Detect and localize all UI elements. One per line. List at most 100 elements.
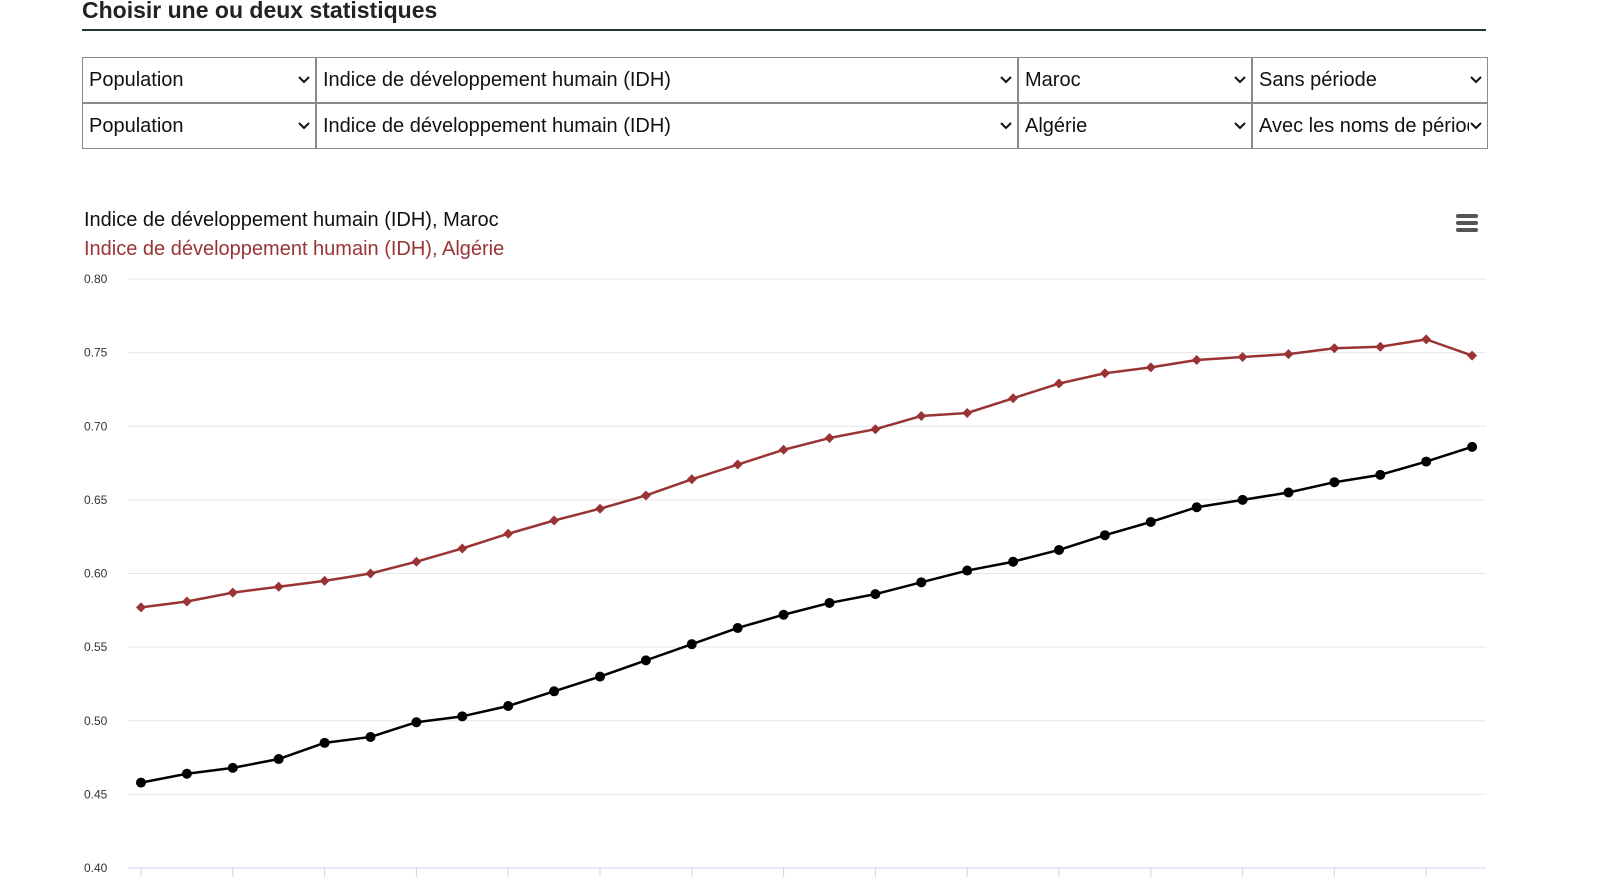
- data-point-algerie: [136, 602, 146, 613]
- indicator-select-1[interactable]: Indice de développement humain (IDH): [316, 57, 1018, 103]
- y-tick-label: 0.75: [84, 346, 108, 360]
- y-tick-label: 0.65: [84, 493, 108, 507]
- chevron-down-icon: [297, 70, 311, 90]
- data-point-algerie: [1237, 352, 1248, 363]
- hamburger-menu-icon: [1456, 214, 1478, 218]
- data-point-maroc: [778, 609, 789, 620]
- selector-row-2: Population Indice de développement humai…: [82, 103, 1488, 149]
- data-point-algerie: [640, 490, 651, 501]
- data-point-algerie: [503, 528, 514, 539]
- data-point-algerie: [686, 474, 697, 485]
- data-point-maroc: [319, 737, 330, 748]
- page-title: Choisir une ou deux statistiques: [82, 0, 438, 23]
- series-line-algerie: [140, 338, 1473, 609]
- y-tick-label: 0.40: [84, 861, 108, 875]
- data-point-algerie: [181, 596, 192, 607]
- data-point-maroc: [1054, 544, 1064, 555]
- data-point-maroc: [1145, 516, 1156, 527]
- country-select-1[interactable]: Maroc: [1018, 57, 1252, 103]
- data-point-maroc: [640, 655, 651, 666]
- data-point-algerie: [1467, 350, 1478, 361]
- category-select-2-value: Population: [89, 114, 184, 137]
- data-point-algerie: [549, 515, 560, 526]
- category-select-1[interactable]: Population: [82, 57, 316, 103]
- data-point-algerie: [732, 459, 743, 470]
- indicator-select-1-value: Indice de développement humain (IDH): [323, 68, 671, 91]
- chevron-down-icon: [1469, 70, 1483, 90]
- y-tick-label: 0.45: [84, 787, 108, 801]
- y-tick-label: 0.70: [84, 419, 108, 433]
- data-point-maroc: [1329, 477, 1340, 488]
- chart-menu-button[interactable]: [1456, 214, 1478, 232]
- data-point-maroc: [1008, 556, 1019, 567]
- data-point-maroc: [1421, 456, 1432, 467]
- data-point-algerie: [778, 444, 789, 455]
- series-line-maroc: [140, 445, 1473, 784]
- data-point-maroc: [916, 577, 927, 588]
- country-select-2-value: Algérie: [1025, 114, 1088, 137]
- statistics-selectors: Population Indice de développement humai…: [82, 57, 1488, 149]
- data-point-algerie: [227, 587, 238, 598]
- data-point-algerie: [916, 410, 927, 421]
- data-point-algerie: [1191, 354, 1202, 365]
- country-select-1-value: Maroc: [1025, 68, 1081, 91]
- title-divider: [82, 29, 1486, 31]
- data-point-maroc: [503, 701, 514, 712]
- data-point-algerie: [824, 433, 835, 444]
- data-point-maroc: [1099, 530, 1110, 541]
- data-point-maroc: [962, 565, 973, 576]
- data-point-algerie: [273, 581, 284, 592]
- data-point-algerie: [1054, 378, 1064, 389]
- data-point-algerie: [1099, 368, 1110, 379]
- y-tick-label: 0.80: [84, 272, 108, 286]
- period-select-2[interactable]: Avec les noms de périodes: [1252, 103, 1488, 149]
- data-point-maroc: [1283, 487, 1294, 498]
- chart-legend: Indice de développement humain (IDH), Ma…: [84, 206, 504, 264]
- data-point-algerie: [365, 568, 376, 579]
- chevron-down-icon: [999, 116, 1013, 136]
- data-point-maroc: [227, 762, 238, 773]
- country-select-2[interactable]: Algérie: [1018, 103, 1252, 149]
- data-point-maroc: [732, 622, 743, 633]
- data-point-algerie: [1421, 334, 1432, 345]
- data-point-maroc: [411, 717, 422, 728]
- data-point-algerie: [457, 543, 468, 554]
- data-point-algerie: [1329, 343, 1340, 354]
- indicator-select-2-value: Indice de développement humain (IDH): [323, 114, 671, 137]
- category-select-1-value: Population: [89, 68, 184, 91]
- data-point-maroc: [1191, 502, 1202, 513]
- legend-item-algerie[interactable]: Indice de développement humain (IDH), Al…: [84, 238, 505, 260]
- data-point-maroc: [273, 754, 284, 765]
- data-point-maroc: [870, 589, 881, 600]
- category-select-2[interactable]: Population: [82, 103, 316, 149]
- chevron-down-icon: [297, 116, 311, 136]
- data-point-maroc: [595, 671, 605, 682]
- data-point-algerie: [1145, 362, 1156, 373]
- y-tick-label: 0.50: [84, 714, 108, 728]
- data-point-algerie: [870, 424, 881, 435]
- selector-row-1: Population Indice de développement humai…: [82, 57, 1488, 103]
- data-point-algerie: [962, 407, 973, 418]
- data-point-maroc: [686, 639, 697, 650]
- y-tick-label: 0.60: [84, 567, 108, 581]
- y-tick-label: 0.55: [84, 640, 108, 654]
- chevron-down-icon: [999, 70, 1013, 90]
- period-select-1[interactable]: Sans période: [1252, 57, 1488, 103]
- period-select-1-value: Sans période: [1259, 68, 1377, 91]
- data-point-maroc: [549, 686, 560, 697]
- data-point-maroc: [457, 711, 468, 722]
- legend-item-maroc[interactable]: Indice de développement humain (IDH), Ma…: [84, 209, 499, 231]
- chevron-down-icon: [1233, 116, 1247, 136]
- data-point-algerie: [411, 556, 422, 567]
- data-point-algerie: [595, 503, 605, 514]
- chevron-down-icon: [1469, 116, 1483, 136]
- data-point-maroc: [1375, 469, 1386, 480]
- data-point-algerie: [1375, 341, 1386, 352]
- indicator-select-2[interactable]: Indice de développement humain (IDH): [316, 103, 1018, 149]
- data-point-algerie: [1008, 393, 1019, 404]
- data-point-maroc: [1237, 494, 1248, 505]
- data-point-algerie: [1283, 349, 1294, 360]
- period-select-2-value: Avec les noms de périodes: [1259, 114, 1469, 137]
- data-point-maroc: [136, 777, 146, 788]
